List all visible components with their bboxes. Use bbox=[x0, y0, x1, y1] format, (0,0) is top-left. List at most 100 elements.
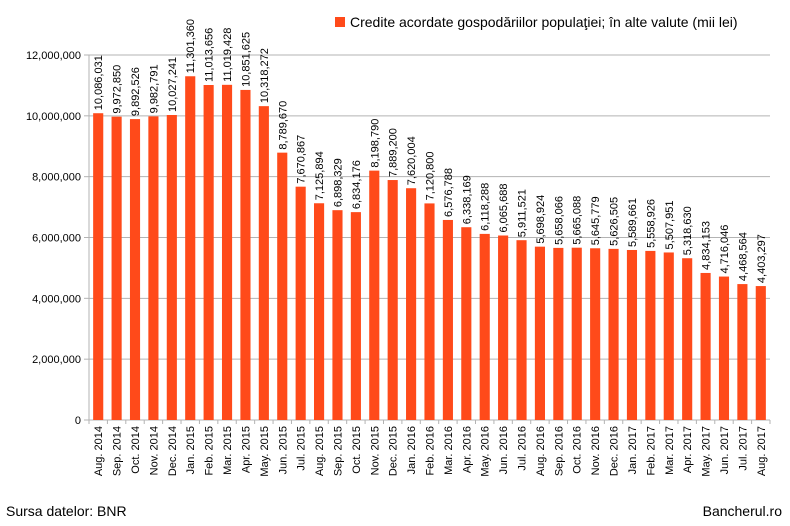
y-tick-label: 6,000,000 bbox=[32, 233, 81, 245]
bar bbox=[553, 247, 564, 420]
data-label: 5,698,924 bbox=[535, 195, 547, 244]
bar bbox=[682, 258, 693, 420]
x-tick-label: Jul. 2017 bbox=[737, 426, 749, 471]
y-tick-label: 0 bbox=[75, 415, 81, 427]
data-label: 8,198,790 bbox=[369, 119, 381, 168]
x-tick-label: Sep. 2016 bbox=[553, 426, 565, 476]
data-label: 5,626,505 bbox=[609, 197, 621, 246]
x-tick-label: Nov. 2016 bbox=[590, 426, 602, 475]
data-label: 11,019,428 bbox=[222, 28, 234, 82]
bar bbox=[700, 272, 711, 420]
x-tick-label: Dec. 2016 bbox=[609, 426, 621, 476]
y-tick-label: 4,000,000 bbox=[32, 293, 81, 305]
bar bbox=[277, 152, 288, 421]
data-label: 4,834,153 bbox=[701, 221, 713, 270]
x-tick-label: Sep. 2014 bbox=[112, 426, 124, 476]
y-tick-label: 2,000,000 bbox=[32, 354, 81, 366]
data-label: 5,507,951 bbox=[664, 201, 676, 250]
x-tick-label: Oct. 2015 bbox=[351, 426, 363, 474]
x-tick-label: May. 2017 bbox=[701, 426, 713, 477]
data-label: 9,982,791 bbox=[148, 64, 160, 113]
x-tick-label: Oct. 2016 bbox=[572, 426, 584, 474]
x-tick-label: Apr. 2017 bbox=[682, 426, 694, 473]
data-label: 10,851,625 bbox=[240, 32, 252, 87]
bar bbox=[718, 276, 730, 420]
x-tick-label: Jul. 2016 bbox=[517, 426, 529, 471]
x-tick-label: Aug. 2015 bbox=[314, 426, 326, 476]
data-label: 4,403,297 bbox=[756, 234, 768, 283]
x-tick-label: May. 2016 bbox=[480, 426, 492, 477]
bar bbox=[129, 119, 141, 421]
x-tick-label: Feb. 2017 bbox=[645, 426, 657, 476]
bar bbox=[663, 252, 674, 420]
x-tick-label: Nov. 2014 bbox=[148, 426, 160, 475]
x-tick-label: Aug. 2017 bbox=[756, 426, 768, 476]
data-label: 6,898,329 bbox=[332, 158, 344, 207]
bar bbox=[221, 84, 233, 420]
bar bbox=[166, 115, 177, 420]
data-label: 5,665,088 bbox=[572, 196, 584, 245]
legend-label: Credite acordate gospodăriilor populaţie… bbox=[350, 14, 738, 30]
data-label: 9,972,850 bbox=[112, 65, 124, 114]
x-tick-label: Mar. 2015 bbox=[222, 426, 234, 475]
data-label: 7,120,800 bbox=[425, 151, 437, 200]
bar bbox=[461, 227, 472, 420]
data-label: 6,834,176 bbox=[351, 160, 363, 209]
data-label: 5,558,926 bbox=[645, 199, 657, 248]
bar bbox=[332, 210, 343, 420]
y-tick-label: 10,000,000 bbox=[26, 111, 81, 123]
bar bbox=[626, 249, 638, 420]
bar bbox=[516, 240, 527, 420]
x-tick-label: Jun. 2016 bbox=[498, 426, 510, 474]
x-tick-label: Nov. 2015 bbox=[369, 426, 381, 475]
x-tick-label: Feb. 2015 bbox=[204, 426, 216, 476]
data-label: 9,892,526 bbox=[130, 67, 142, 116]
x-tick-label: Apr. 2016 bbox=[461, 426, 473, 473]
x-tick-label: Oct. 2014 bbox=[130, 426, 142, 474]
x-tick-label: Jan. 2017 bbox=[627, 426, 639, 474]
bar bbox=[498, 235, 509, 420]
data-label: 5,911,521 bbox=[517, 189, 529, 237]
source-note: Sursa datelor: BNR bbox=[6, 503, 127, 519]
bar bbox=[645, 250, 656, 420]
site-credit: Bancherul.ro bbox=[702, 503, 782, 519]
bar bbox=[755, 286, 766, 420]
x-tick-label: May. 2015 bbox=[259, 426, 271, 477]
data-label: 10,318,272 bbox=[259, 48, 271, 103]
bar bbox=[203, 85, 214, 421]
bar bbox=[442, 219, 453, 420]
data-label: 6,576,788 bbox=[443, 168, 455, 217]
x-tick-label: Dec. 2014 bbox=[167, 426, 179, 476]
data-label: 10,086,031 bbox=[93, 55, 105, 110]
bar bbox=[295, 186, 306, 420]
bar bbox=[406, 188, 417, 420]
data-label: 7,125,894 bbox=[314, 151, 326, 200]
x-tick-label: Mar. 2017 bbox=[664, 426, 676, 475]
data-label: 8,789,670 bbox=[277, 101, 289, 150]
x-tick-label: Sep. 2015 bbox=[332, 426, 344, 476]
bar bbox=[369, 170, 380, 420]
y-tick-label: 8,000,000 bbox=[32, 172, 81, 184]
bar bbox=[93, 113, 104, 421]
bar bbox=[387, 180, 398, 420]
bar bbox=[571, 247, 582, 420]
bar bbox=[737, 284, 748, 420]
bar bbox=[424, 203, 435, 420]
x-tick-label: Jun. 2017 bbox=[719, 426, 731, 474]
data-label: 5,318,630 bbox=[682, 206, 694, 255]
bar bbox=[534, 246, 545, 420]
data-label: 4,716,046 bbox=[719, 225, 731, 274]
x-tick-label: Jun. 2015 bbox=[277, 426, 289, 474]
data-label: 7,670,867 bbox=[296, 135, 308, 184]
bar bbox=[608, 248, 619, 420]
data-label: 6,118,288 bbox=[480, 183, 492, 231]
x-tick-label: Mar. 2016 bbox=[443, 426, 455, 475]
data-label: 11,013,656 bbox=[204, 28, 216, 82]
x-tick-label: Dec. 2015 bbox=[388, 426, 400, 476]
x-tick-label: Feb. 2016 bbox=[425, 426, 437, 476]
x-tick-label: Apr. 2015 bbox=[240, 426, 252, 473]
bar bbox=[350, 212, 361, 420]
data-label: 11,301,360 bbox=[185, 19, 197, 73]
legend-swatch bbox=[335, 17, 345, 27]
